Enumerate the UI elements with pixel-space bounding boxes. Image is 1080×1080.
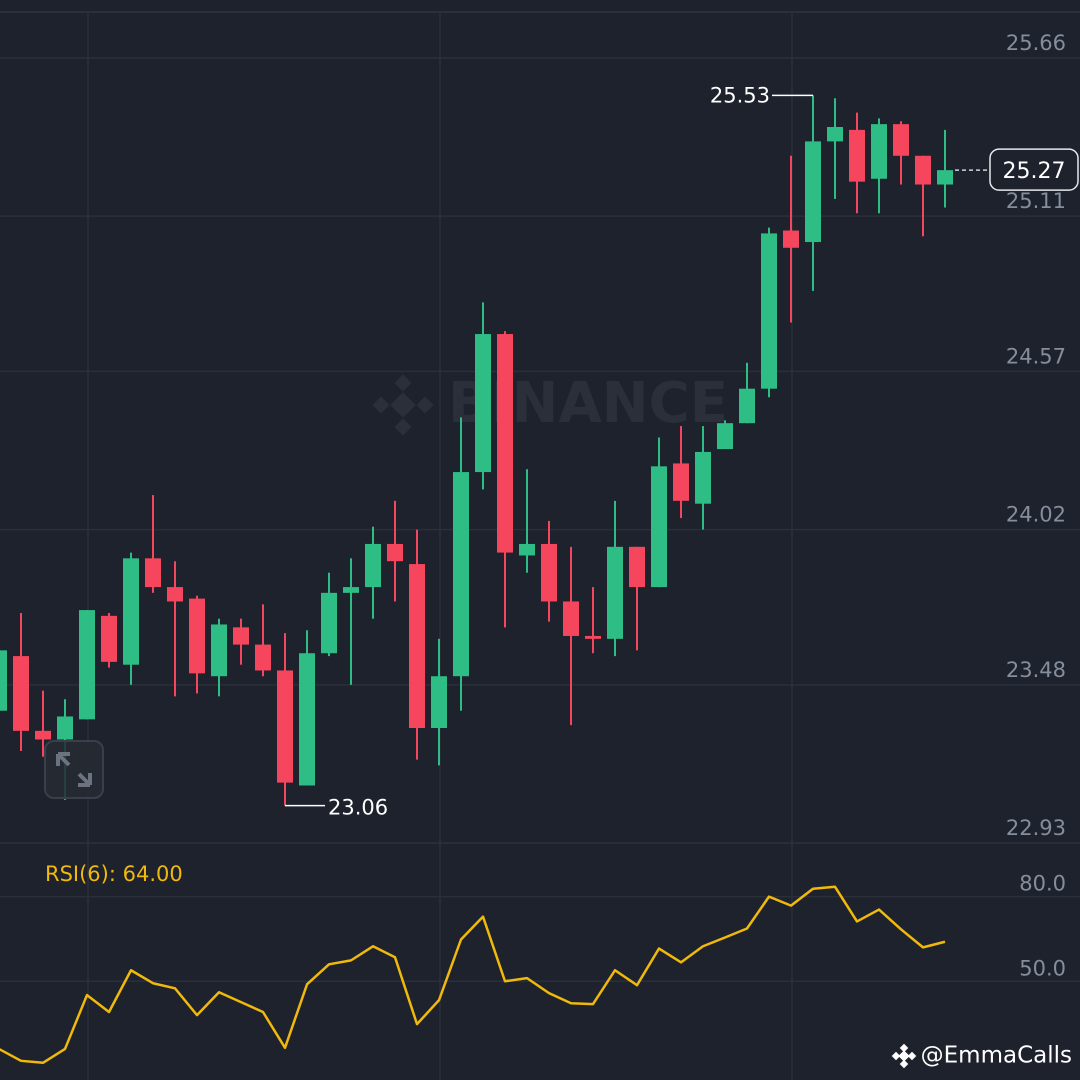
candle-body: [739, 388, 755, 424]
candle-body: [343, 587, 359, 593]
candle-body: [365, 543, 381, 588]
candle-body: [101, 615, 117, 662]
candle-body: [167, 587, 183, 602]
expand-button[interactable]: [44, 740, 104, 799]
candle-body: [915, 155, 931, 185]
candle-body: [827, 127, 843, 142]
y-tick-label: 50.0: [1019, 956, 1066, 980]
y-tick-label: 25.66: [1006, 31, 1066, 55]
credit-text: @EmmaCalls: [921, 1043, 1072, 1069]
candle-body: [607, 546, 623, 639]
candle-body: [805, 141, 821, 243]
candle-body: [57, 716, 73, 740]
candle-body: [189, 598, 205, 674]
rsi-line: [0, 885, 946, 1065]
candle-body: [783, 230, 799, 248]
candle-body: [541, 543, 557, 602]
candle-body: [13, 656, 29, 731]
candle-body: [893, 124, 909, 156]
rsi-label: RSI(6): 64.00: [45, 862, 183, 886]
y-tick-label: 25.11: [1006, 189, 1066, 213]
last-price-label: 25.27: [1003, 159, 1066, 184]
candle-body: [35, 730, 51, 740]
y-tick-label: 24.57: [1006, 344, 1066, 368]
candle-body: [849, 129, 865, 182]
candle-body: [255, 644, 271, 671]
y-tick-label: 24.02: [1006, 503, 1066, 527]
candle-body: [123, 558, 139, 665]
candle-body: [233, 627, 249, 645]
y-tick-label: 80.0: [1019, 872, 1066, 896]
candle-body: [277, 670, 293, 783]
candle-body: [387, 543, 403, 562]
candle-body: [475, 334, 491, 473]
candle-body: [673, 463, 689, 501]
candle-body: [651, 466, 667, 588]
candle-body: [453, 472, 469, 677]
candle-body: [761, 233, 777, 389]
low-label: 23.06: [328, 796, 388, 820]
candle-body: [937, 170, 953, 185]
candle-body: [409, 564, 425, 728]
candle-body: [695, 451, 711, 504]
candle-body: [519, 543, 535, 556]
candle-body: [79, 610, 95, 720]
candle-body: [299, 653, 315, 786]
candle-body: [717, 423, 733, 450]
candle-body: [497, 334, 513, 553]
candle-body: [0, 650, 7, 711]
candle-body: [211, 624, 227, 677]
high-label: 25.53: [710, 83, 770, 107]
candle-body: [563, 601, 579, 636]
y-tick-label: 22.93: [1006, 816, 1066, 840]
candle-body: [585, 635, 601, 639]
last-price-box: [989, 148, 1079, 191]
candle-body: [871, 124, 887, 179]
y-tick-label: 23.48: [1006, 658, 1066, 682]
candle-body: [145, 558, 161, 588]
watermark-text: BINANCE: [448, 371, 728, 436]
candle-body: [321, 592, 337, 654]
candle-body: [431, 676, 447, 728]
candle-body: [629, 546, 645, 588]
